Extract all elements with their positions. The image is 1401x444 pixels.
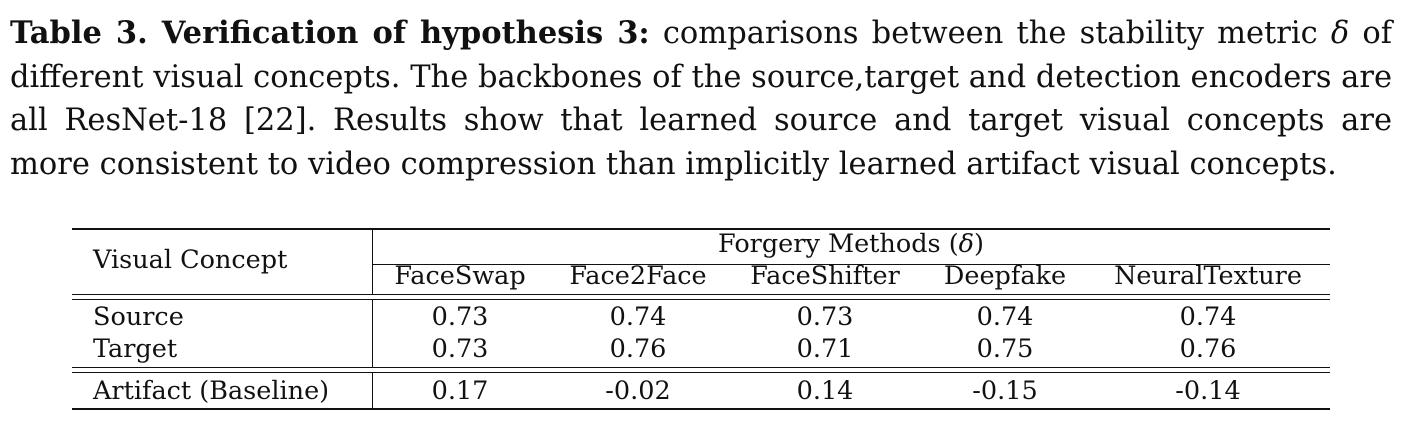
group-header-rule bbox=[373, 264, 1330, 266]
cell-target-neuraltexture: 0.76 bbox=[1179, 334, 1237, 364]
cell-source-faceshifter: 0.73 bbox=[796, 302, 854, 332]
row-label-target: Target bbox=[93, 334, 178, 364]
cell-target-faceshifter: 0.71 bbox=[796, 334, 854, 364]
bottom-rule bbox=[72, 408, 1330, 410]
table-caption: Table 3. Verification of hypothesis 3: c… bbox=[10, 12, 1392, 186]
body-column-divider bbox=[372, 300, 374, 367]
group-header-text: Forgery Methods ( bbox=[718, 229, 959, 259]
row-label-artifact-baseline: Artifact (Baseline) bbox=[93, 376, 330, 406]
cell-source-deepfake: 0.74 bbox=[976, 302, 1034, 332]
caption-delta-symbol: δ bbox=[1330, 16, 1350, 51]
cell-target-faceswap: 0.73 bbox=[431, 334, 489, 364]
caption-text-part-2: of different visual concepts. The backbo… bbox=[10, 16, 1392, 182]
col-header-deepfake: Deepfake bbox=[943, 261, 1067, 291]
caption-text-part-1: comparisons between the stability metric bbox=[649, 16, 1331, 51]
caption-label: Table 3. Verification of hypothesis 3: bbox=[10, 15, 650, 51]
top-rule bbox=[72, 228, 1330, 230]
cell-target-deepfake: 0.75 bbox=[976, 334, 1034, 364]
col-header-face2face: Face2Face bbox=[569, 261, 707, 291]
col-header-faceshifter: FaceShifter bbox=[750, 261, 900, 291]
cell-artifact-deepfake: -0.15 bbox=[972, 376, 1038, 406]
results-table: Visual Concept Forgery Methods (δ) FaceS… bbox=[72, 228, 1330, 412]
row-label-source: Source bbox=[93, 302, 184, 332]
group-header-close: ) bbox=[974, 229, 984, 259]
header-column-divider bbox=[372, 228, 374, 294]
cell-artifact-faceshifter: 0.14 bbox=[796, 376, 854, 406]
baseline-column-divider bbox=[372, 373, 374, 408]
cell-artifact-faceswap: 0.17 bbox=[431, 376, 489, 406]
cell-target-face2face: 0.76 bbox=[609, 334, 667, 364]
baseline-rule-2 bbox=[72, 372, 1330, 374]
cell-source-face2face: 0.74 bbox=[609, 302, 667, 332]
cell-source-faceswap: 0.73 bbox=[431, 302, 489, 332]
cell-artifact-neuraltexture: -0.14 bbox=[1175, 376, 1241, 406]
cell-artifact-face2face: -0.02 bbox=[605, 376, 671, 406]
row-header-visual-concept: Visual Concept bbox=[93, 245, 288, 275]
header-rule-1 bbox=[72, 294, 1330, 296]
header-rule-2 bbox=[72, 299, 1330, 301]
col-header-faceswap: FaceSwap bbox=[394, 261, 526, 291]
baseline-rule-1 bbox=[72, 367, 1330, 369]
cell-source-neuraltexture: 0.74 bbox=[1179, 302, 1237, 332]
group-header-forgery-methods: Forgery Methods (δ) bbox=[718, 229, 984, 259]
group-header-delta: δ bbox=[958, 229, 975, 259]
col-header-neuraltexture: NeuralTexture bbox=[1114, 261, 1302, 291]
